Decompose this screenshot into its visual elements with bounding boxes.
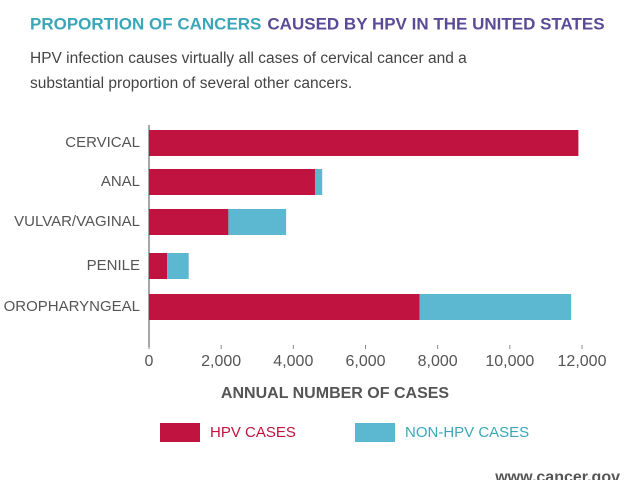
x-tick-label: 4,000 bbox=[273, 353, 313, 370]
x-tick-label: 6,000 bbox=[345, 353, 385, 370]
subtitle: HPV infection causes virtually all cases… bbox=[30, 50, 467, 92]
x-tick-label: 0 bbox=[145, 353, 154, 370]
bar bbox=[149, 169, 315, 195]
x-tick-label: 8,000 bbox=[418, 353, 458, 370]
chart-title: CAUSED BY HPV IN THE UNITED STATES bbox=[267, 14, 604, 33]
bar bbox=[228, 209, 287, 235]
bar bbox=[167, 253, 189, 279]
bar bbox=[149, 294, 420, 320]
legend-swatch bbox=[355, 423, 395, 442]
source: www.cancer.gov bbox=[494, 469, 620, 480]
bar bbox=[419, 294, 572, 320]
x-tick-label: 10,000 bbox=[485, 353, 534, 370]
chart-title: PROPORTION OF CANCERS bbox=[30, 14, 261, 33]
x-tick-label: 2,000 bbox=[201, 353, 241, 370]
y-tick-label: PENILE bbox=[87, 257, 140, 274]
bar bbox=[149, 130, 579, 156]
x-axis-label: ANNUAL NUMBER OF CASES bbox=[221, 385, 449, 402]
legend-label: NON-HPV CASES bbox=[405, 424, 529, 441]
y-tick-label: CERVICAL bbox=[65, 134, 140, 151]
y-tick-label: ANAL bbox=[101, 173, 140, 190]
x-tick-label: 12,000 bbox=[558, 353, 607, 370]
legend-swatch bbox=[160, 423, 200, 442]
bar bbox=[149, 209, 229, 235]
legend-label: HPV CASES bbox=[210, 424, 296, 441]
y-tick-label: VULVAR/VAGINAL bbox=[14, 213, 140, 230]
bar bbox=[149, 253, 168, 279]
bar bbox=[314, 169, 323, 195]
y-tick-label: OROPHARYNGEAL bbox=[4, 298, 140, 315]
